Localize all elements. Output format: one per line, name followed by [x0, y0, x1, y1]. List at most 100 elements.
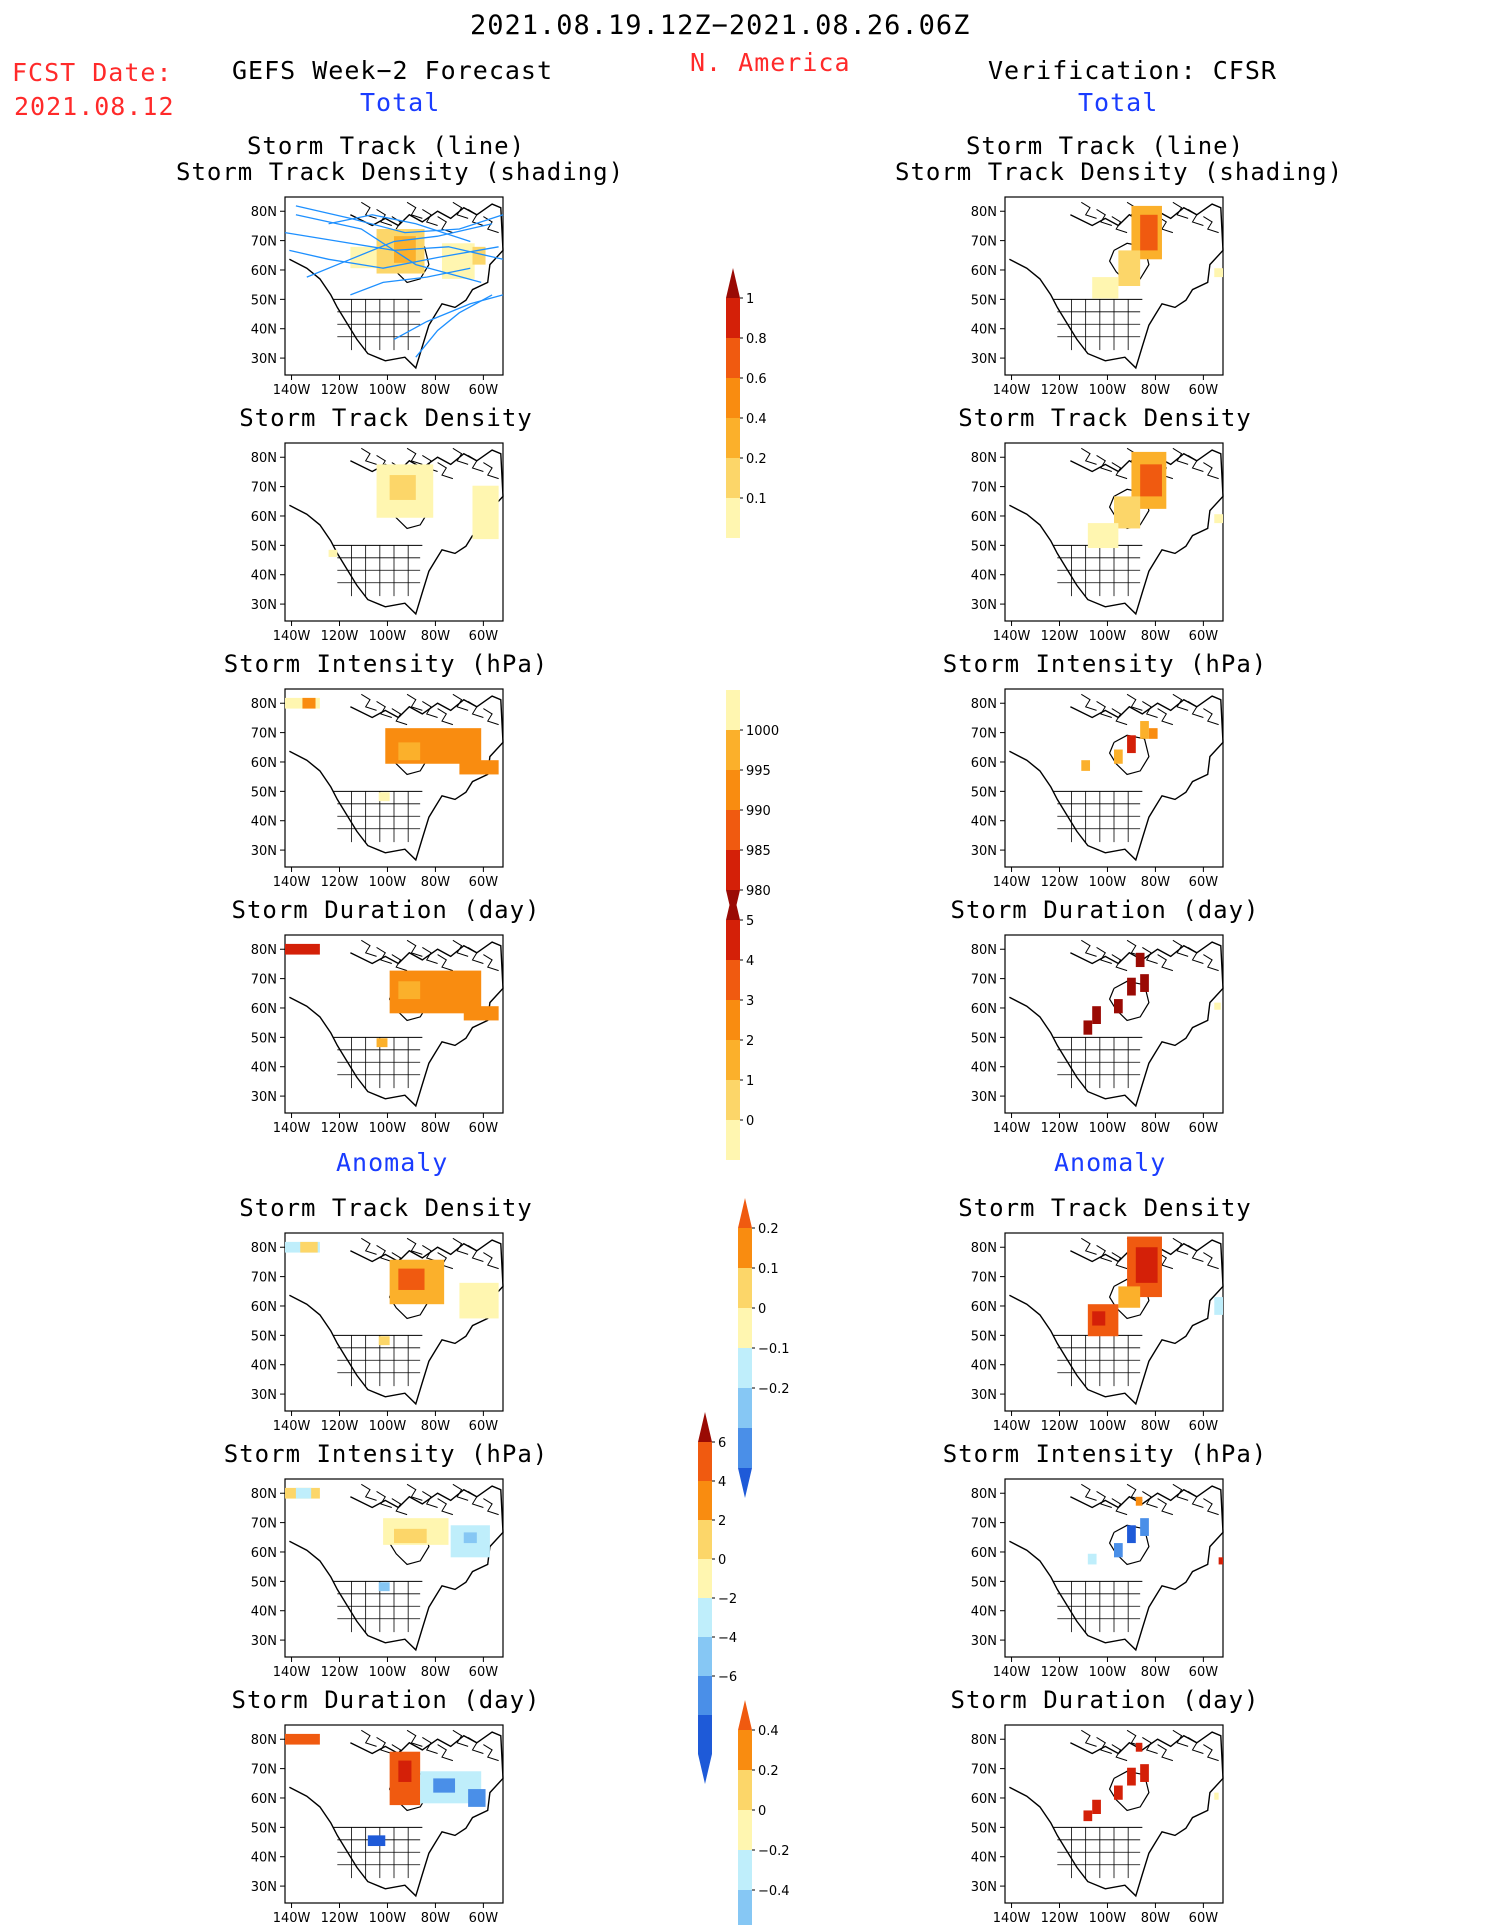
arctic-island [483, 954, 499, 972]
colorbar-segment [738, 1810, 752, 1850]
storm-track-line [306, 223, 493, 278]
shading-cell [441, 243, 475, 279]
hudson-bay-outline [1108, 242, 1150, 284]
lon-tick-label: 60W [469, 629, 499, 644]
arctic-island [1142, 1491, 1158, 1508]
arctic-island [376, 1245, 392, 1262]
lat-tick-label: 50N [251, 1031, 277, 1046]
shading-cell [1214, 1792, 1219, 1800]
arctic-island [1081, 693, 1097, 711]
lat-tick-label: 80N [971, 1487, 997, 1502]
lat-tick-label: 50N [971, 1821, 997, 1836]
hudson-bay-outline [388, 488, 430, 530]
lat-tick-label: 80N [251, 943, 277, 958]
arctic-island [422, 1737, 438, 1754]
arctic-island [1126, 939, 1143, 957]
lat-tick-label: 70N [971, 973, 997, 988]
colorbar-segment [726, 850, 740, 890]
coastline [1009, 203, 1224, 370]
shading-cell [433, 1778, 456, 1793]
hudson-bay-outline [1108, 1524, 1150, 1566]
lon-tick-label: 120W [1041, 1665, 1079, 1680]
shading-cell [1087, 1553, 1097, 1565]
colorbar-duration_anomaly: 0.4 0.2 0 −0.2 −0.4 [738, 1700, 790, 1925]
right-total-label: Total [1078, 88, 1159, 117]
colorbar-tick-label: 1 [746, 1074, 754, 1089]
lat-tick-label: 30N [251, 1634, 277, 1649]
lat-tick-label: 60N [251, 1792, 277, 1807]
lat-tick-label: 80N [971, 1241, 997, 1256]
lat-tick-label: 80N [251, 1733, 277, 1748]
panel-title-r1a: Storm Track (line) [965, 132, 1245, 160]
lat-tick-label: 40N [971, 1605, 997, 1620]
map-frame [284, 934, 504, 1114]
lon-tick-label: 140W [993, 1419, 1031, 1434]
shading-cell [1114, 496, 1141, 529]
lon-tick-label: 120W [1041, 1121, 1079, 1136]
shading-cell [376, 1038, 388, 1048]
shading-cell [463, 1006, 499, 1021]
shading-cell [1087, 523, 1119, 549]
shading-cell [378, 1336, 390, 1346]
arctic-island [1203, 462, 1219, 480]
coastline [289, 203, 504, 370]
map-frame [284, 1478, 504, 1658]
colorbar-segment [698, 1481, 712, 1520]
arctic-island [1203, 1744, 1219, 1762]
lon-tick-label: 100W [369, 1121, 407, 1136]
lon-tick-label: 80W [421, 1121, 451, 1136]
lon-tick-label: 140W [993, 629, 1031, 644]
arctic-island [1142, 701, 1158, 718]
shading-cell [328, 549, 338, 557]
shading-cell [1114, 749, 1123, 764]
arctic-island [406, 1237, 423, 1255]
arctic-island [376, 1491, 392, 1508]
colorbar-tick-label: 0.1 [758, 1262, 779, 1277]
lon-tick-label: 120W [321, 383, 359, 398]
shading-cell [378, 792, 390, 802]
lat-tick-label: 60N [971, 1546, 997, 1561]
colorbar-segment [726, 690, 740, 730]
lon-tick-label: 140W [273, 1911, 311, 1925]
arctic-island [361, 939, 377, 957]
shading-cell [376, 464, 434, 518]
lon-tick-label: 140W [993, 1665, 1031, 1680]
lon-tick-label: 140W [993, 875, 1031, 890]
coastline [1009, 1485, 1224, 1652]
coastline [289, 695, 504, 862]
shading-cell [1083, 1020, 1093, 1035]
arctic-island [1203, 1252, 1219, 1270]
colorbar-segment [726, 810, 740, 850]
map-frame [284, 196, 504, 376]
arctic-island [391, 1498, 408, 1516]
lat-tick-label: 40N [251, 1605, 277, 1620]
lat-tick-label: 40N [971, 815, 997, 830]
arctic-island [1187, 1491, 1204, 1508]
arctic-island [1111, 1744, 1128, 1762]
shading-cell [394, 236, 416, 263]
arctic-island [1126, 1483, 1143, 1501]
lon-tick-label: 60W [1189, 1911, 1219, 1925]
arctic-island [1187, 455, 1204, 472]
colorbar-tick-label: 0 [718, 1553, 726, 1568]
lat-tick-label: 30N [971, 598, 997, 613]
shading-cell [1127, 1767, 1136, 1786]
colorbar-segment [738, 1890, 752, 1925]
shading-cell [1092, 1799, 1101, 1814]
map-frame [1004, 688, 1224, 868]
lat-tick-label: 50N [971, 1031, 997, 1046]
arctic-island [437, 216, 454, 234]
lat-tick-label: 60N [971, 1792, 997, 1807]
colorbar-tick-label: 2 [746, 1034, 754, 1049]
shading-cell [459, 1282, 499, 1319]
colorbar-duration_total: 5 4 3 2 1 0 [726, 890, 754, 1160]
lon-tick-label: 140W [993, 1121, 1031, 1136]
map-panel: 80N 70N 60N 50N 40N 30N 140W 120W 100W 80W 60W [251, 442, 504, 644]
lon-tick-label: 120W [1041, 1419, 1079, 1434]
hudson-bay-outline [388, 242, 430, 284]
shading-cell [1140, 214, 1158, 251]
arctic-island [483, 462, 499, 480]
arctic-island [483, 1744, 499, 1762]
lon-tick-label: 100W [1089, 875, 1127, 890]
